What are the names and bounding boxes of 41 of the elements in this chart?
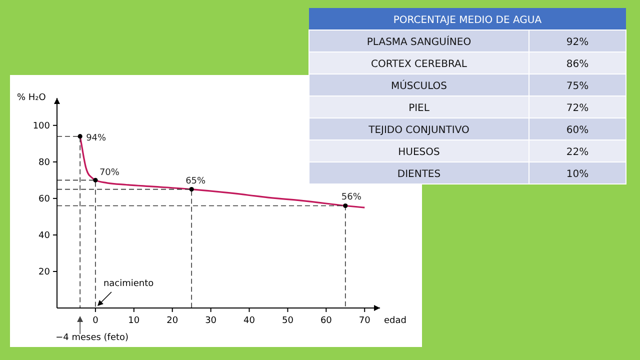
category-label: CORTEX CEREBRAL [371,59,468,70]
y-tick-label: 20 [38,267,50,278]
point [78,134,82,139]
text: 60% [566,125,589,136]
text: 22% [566,147,589,158]
data-label: 70% [99,168,120,178]
data-label: 56% [341,192,362,203]
text: 72% [566,103,589,114]
category-label: HUESOS [398,147,440,158]
text: 10% [566,169,589,180]
point [189,187,194,192]
category-label: PIEL [408,103,430,114]
y-tick-label: 60 [38,194,50,204]
category-label: PLASMA SANGUÍNEO [366,35,472,48]
data-label: 65% [186,176,206,186]
text: −4 meses (feto) [56,333,129,343]
y-tick-label: 40 [38,230,50,241]
text: 75% [566,81,589,92]
point [343,203,348,208]
annotation: nacimiento [103,279,154,289]
data-label: 94% [86,133,107,144]
line-series [79,136,366,208]
x-tick-label: 0 [92,316,99,326]
x-tick-label: 20 [166,316,178,326]
category-label: MÚSCULOS [390,79,448,92]
category-label: DIENTES [397,169,441,180]
x-tick-label: 30 [205,316,217,326]
x-axis-title: edad [384,316,406,326]
text: 92% [566,37,589,48]
text: PORCENTAJE MEDIO DE AGUA [393,15,542,26]
point [93,178,98,182]
text: 86% [566,59,589,70]
x-tick-label: 70 [358,316,371,326]
x-tick-label: 10 [128,316,140,326]
y-axis-title: % H₂O [17,93,46,103]
x-tick-label: 60 [320,316,332,326]
x-tick-label: 40 [244,316,256,326]
category-label: TEJIDO CONJUNTIVO [368,125,470,136]
y-tick-label: 80 [38,158,50,168]
y-tick-label: 100 [32,121,50,132]
x-tick-label: 50 [282,316,294,326]
